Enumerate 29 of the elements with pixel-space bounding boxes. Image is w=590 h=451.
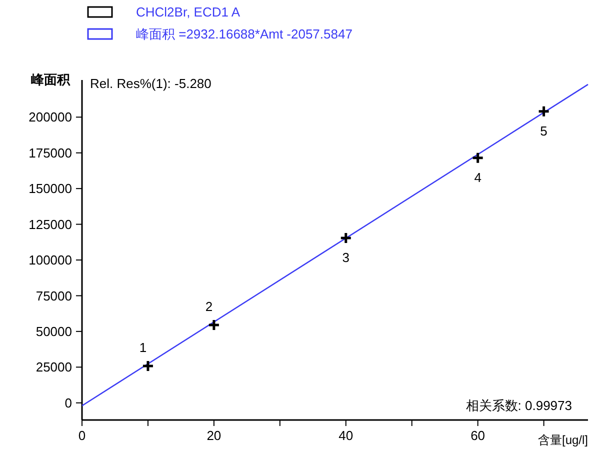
annotation: 相关系数: 0.99973: [466, 398, 572, 413]
annotation: 1: [139, 340, 147, 355]
x-tick-label: 60: [470, 428, 486, 443]
y-tick-label: 125000: [28, 216, 72, 232]
y-axis-title: 峰面积: [31, 72, 71, 87]
y-tick-label: 175000: [28, 145, 72, 160]
annotation: 3: [342, 250, 350, 265]
point: [538, 105, 550, 118]
y-tick-label: 50000: [36, 324, 72, 339]
point: [208, 318, 220, 332]
y-tick-label: 150000: [28, 181, 72, 196]
annotation: 4: [474, 170, 482, 185]
legend-label: 峰面积 =2932.16688*Amt -2057.5847: [136, 26, 352, 42]
point: [142, 360, 154, 372]
y-tick-label: 25000: [36, 360, 72, 375]
x-tick-label: 0: [78, 428, 86, 443]
y-tick-label: 100000: [28, 252, 72, 268]
legend-label: CHCl2Br, ECD1 A: [136, 4, 240, 20]
annotation: 5: [540, 123, 548, 138]
annotation: Rel. Res%(1): -5.280: [90, 76, 212, 91]
y-tick-label: 75000: [36, 288, 72, 304]
y-tick-label: 200000: [28, 110, 72, 125]
x-axis-title: 含量[ug/l]: [538, 433, 588, 447]
point: [472, 152, 484, 164]
point: [340, 232, 352, 244]
annotation: 2: [205, 299, 213, 314]
x-tick-label: 40: [338, 428, 354, 443]
x-tick-label: 20: [206, 428, 222, 443]
y-tick-label: 0: [64, 395, 72, 410]
